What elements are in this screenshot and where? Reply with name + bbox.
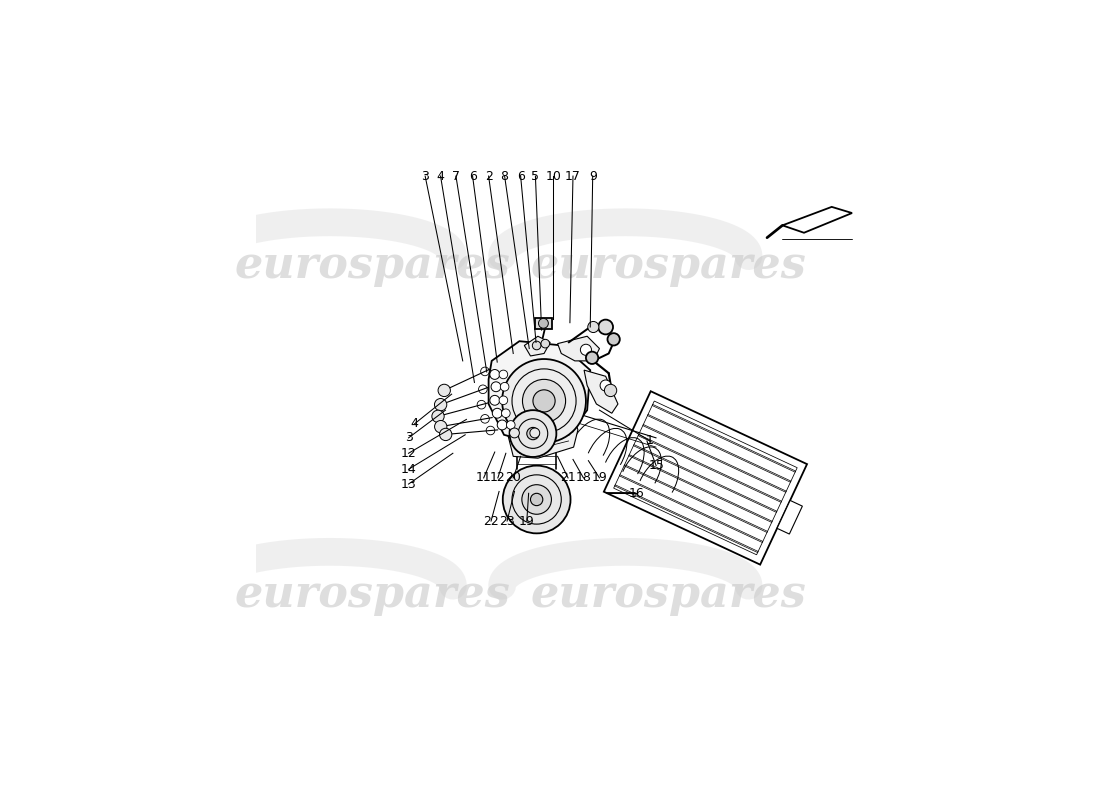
Polygon shape — [782, 207, 852, 233]
Text: 19: 19 — [519, 514, 535, 527]
Circle shape — [509, 410, 557, 457]
Circle shape — [530, 428, 540, 438]
Circle shape — [604, 384, 617, 397]
Circle shape — [434, 398, 447, 411]
Text: 1: 1 — [646, 434, 653, 447]
Circle shape — [490, 395, 499, 406]
Circle shape — [586, 352, 598, 364]
Text: 4: 4 — [437, 170, 444, 182]
Text: 4: 4 — [410, 418, 419, 430]
Polygon shape — [584, 370, 618, 414]
Circle shape — [581, 344, 592, 355]
Circle shape — [434, 421, 447, 433]
Text: 23: 23 — [499, 514, 515, 527]
Circle shape — [500, 382, 509, 391]
Circle shape — [541, 339, 550, 348]
Text: 13: 13 — [400, 478, 417, 490]
FancyBboxPatch shape — [777, 501, 802, 534]
Text: eurospares: eurospares — [235, 574, 510, 617]
Circle shape — [502, 359, 586, 443]
Text: 10: 10 — [546, 170, 561, 182]
Text: 12: 12 — [400, 446, 417, 460]
Text: 2: 2 — [485, 170, 493, 182]
Circle shape — [503, 466, 571, 534]
Text: 6: 6 — [517, 170, 525, 182]
Circle shape — [490, 370, 499, 379]
Circle shape — [509, 428, 519, 438]
Circle shape — [506, 421, 515, 430]
FancyBboxPatch shape — [535, 318, 552, 329]
Circle shape — [522, 379, 565, 422]
Circle shape — [521, 485, 551, 514]
Text: 3: 3 — [405, 431, 412, 444]
Circle shape — [502, 409, 510, 418]
Text: 16: 16 — [628, 487, 645, 500]
Text: 14: 14 — [400, 462, 417, 476]
Circle shape — [499, 370, 508, 378]
Circle shape — [607, 333, 619, 346]
Text: 8: 8 — [500, 170, 508, 182]
Circle shape — [432, 410, 444, 422]
Circle shape — [493, 408, 502, 418]
Polygon shape — [488, 341, 591, 444]
Circle shape — [438, 384, 450, 397]
Text: 18: 18 — [575, 471, 592, 485]
Circle shape — [587, 322, 598, 333]
Circle shape — [530, 494, 542, 506]
Text: 9: 9 — [588, 170, 596, 182]
Polygon shape — [558, 336, 600, 361]
Text: 15: 15 — [648, 459, 664, 472]
Circle shape — [539, 318, 548, 328]
Polygon shape — [507, 410, 578, 458]
Text: 17: 17 — [565, 170, 581, 182]
Circle shape — [440, 428, 452, 441]
Circle shape — [491, 382, 501, 392]
Text: 5: 5 — [531, 170, 539, 182]
Text: eurospares: eurospares — [530, 244, 806, 287]
Circle shape — [497, 420, 507, 430]
Text: 19: 19 — [592, 471, 607, 485]
Text: 3: 3 — [421, 170, 429, 182]
Text: eurospares: eurospares — [530, 574, 806, 617]
Text: 21: 21 — [560, 471, 576, 485]
Text: 12: 12 — [490, 471, 506, 485]
Text: 20: 20 — [505, 471, 521, 485]
Text: eurospares: eurospares — [235, 244, 510, 287]
Circle shape — [598, 320, 613, 334]
Circle shape — [601, 380, 612, 391]
Text: 7: 7 — [452, 170, 460, 182]
FancyBboxPatch shape — [604, 391, 807, 565]
Text: 6: 6 — [469, 170, 476, 182]
Text: 22: 22 — [483, 514, 499, 527]
Circle shape — [499, 396, 508, 405]
Circle shape — [527, 427, 539, 440]
Polygon shape — [525, 336, 550, 356]
Text: 11: 11 — [476, 471, 492, 485]
Circle shape — [532, 341, 541, 350]
Circle shape — [534, 390, 556, 412]
